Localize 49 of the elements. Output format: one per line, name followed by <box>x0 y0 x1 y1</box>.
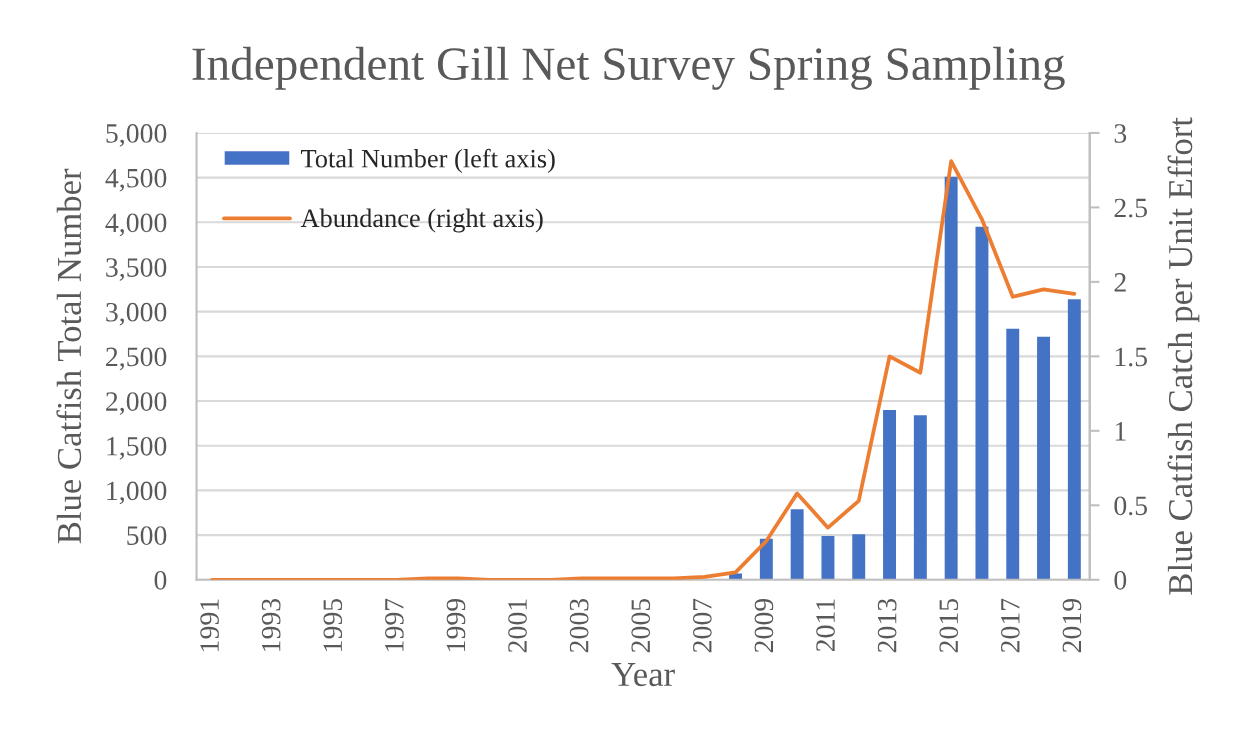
legend-label: Abundance (right axis) <box>300 208 543 233</box>
y-tick-label: 4,500 <box>105 168 167 192</box>
bar <box>821 535 835 580</box>
x-axis-title: Year <box>611 663 675 687</box>
x-tick-label: 1997 <box>385 598 404 651</box>
bar <box>790 509 804 580</box>
y-tick-label: 1,500 <box>107 436 167 460</box>
y-tick-label: 1,000 <box>107 481 167 505</box>
y2-tick-label: 1 <box>1115 422 1126 441</box>
y2-tick-label: 2 <box>1114 273 1126 292</box>
y-tick-label: 5,000 <box>106 124 167 147</box>
x-tick-label: 2013 <box>877 598 897 653</box>
y2-tick-label: 0.5 <box>1114 496 1147 516</box>
x-tick-label: 2005 <box>631 598 651 653</box>
bar <box>944 176 958 580</box>
x-tick-label: 2017 <box>1000 598 1020 653</box>
x-tick-label: 2003 <box>569 598 589 653</box>
x-tick-label: 2019 <box>1062 598 1082 653</box>
x-tick-label: 2001 <box>508 599 527 653</box>
y2-tick-label: 2.5 <box>1114 198 1147 218</box>
x-tick-label: 1991 <box>200 599 219 651</box>
bar <box>975 226 989 580</box>
y-tick-label: 3,500 <box>106 258 167 281</box>
y2-tick-label: 1.5 <box>1115 347 1147 367</box>
x-tick-label: 2009 <box>754 598 774 653</box>
y-tick-label: 2,500 <box>106 347 167 371</box>
x-tick-label: 2011 <box>816 599 835 652</box>
x-tick-label: 1993 <box>261 598 281 651</box>
y2-axis-title: Blue Catfish Catch per Unit Effort <box>1167 117 1200 595</box>
bar <box>1037 336 1051 580</box>
bar <box>913 415 927 580</box>
y-axis-title: Blue Catfish Total Number <box>56 168 82 544</box>
chart-title: Independent Gill Net Survey Spring Sampling <box>192 46 1065 90</box>
y-tick-label: 3,000 <box>106 302 167 326</box>
bar <box>852 534 866 580</box>
x-tick-label: 1995 <box>323 598 343 651</box>
x-tick-label: 2007 <box>692 598 712 653</box>
bar <box>883 409 897 580</box>
bar <box>1006 328 1020 580</box>
y-tick-label: 0 <box>154 570 167 590</box>
y-tick-label: 500 <box>127 526 167 545</box>
y-tick-label: 4,000 <box>105 213 167 237</box>
y2-tick-label: 0 <box>1114 570 1127 590</box>
y2-tick-label: 3 <box>1114 124 1127 143</box>
y-tick-label: 2,000 <box>106 392 167 415</box>
x-tick-label: 1999 <box>446 598 466 651</box>
bar <box>1067 299 1081 580</box>
x-tick-label: 2015 <box>939 598 959 653</box>
legend-label: Total Number (left axis) <box>301 148 555 173</box>
